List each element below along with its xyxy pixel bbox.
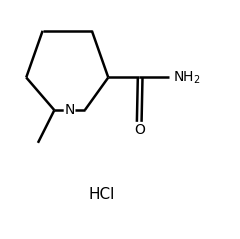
Text: O: O <box>134 123 145 137</box>
Text: HCl: HCl <box>88 187 114 202</box>
Text: NH$_2$: NH$_2$ <box>173 69 200 86</box>
Text: N: N <box>64 103 75 117</box>
